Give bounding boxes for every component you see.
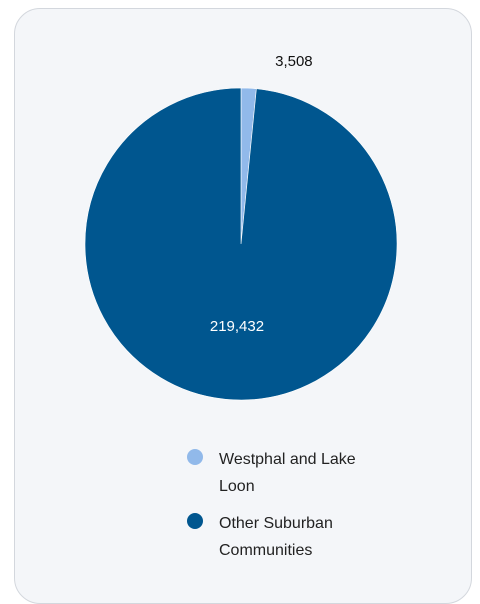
legend: Westphal and Lake Loon Other Suburban Co…	[187, 446, 387, 574]
data-label-other-suburban-communities: 219,432	[210, 318, 264, 335]
legend-item-westphal-lake-loon[interactable]: Westphal and Lake Loon	[187, 446, 387, 500]
legend-swatch-westphal-lake-loon	[187, 449, 203, 465]
pie-slice-other-suburban-communities[interactable]	[84, 87, 398, 401]
data-label-westphal-lake-loon: 3,508	[275, 53, 313, 70]
legend-item-other-suburban-communities[interactable]: Other Suburban Communities	[187, 510, 387, 564]
legend-label-westphal-lake-loon: Westphal and Lake Loon	[219, 451, 356, 495]
legend-swatch-other-suburban-communities	[187, 513, 203, 529]
legend-label-other-suburban-communities: Other Suburban Communities	[219, 515, 333, 559]
